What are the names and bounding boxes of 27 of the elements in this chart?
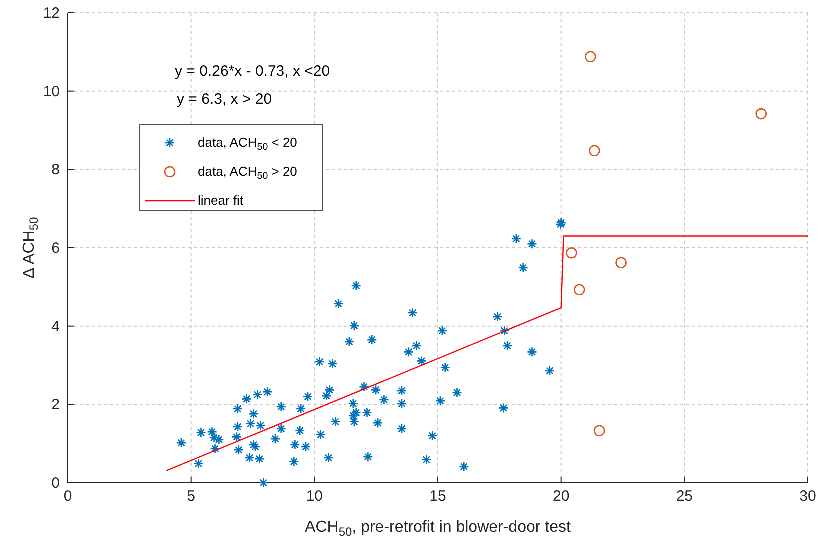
- legend-label: linear fit: [198, 193, 244, 208]
- y-tick-label: 12: [43, 5, 60, 22]
- point: [588, 145, 600, 157]
- y-tick-label: 6: [52, 240, 60, 257]
- x-tick-label: 15: [430, 488, 446, 505]
- x-tick-label: 20: [552, 488, 570, 505]
- point: [616, 257, 627, 269]
- annotation: y = 0.26*x - 0.73, x <20: [175, 63, 330, 80]
- x-tick-label: 0: [64, 488, 72, 505]
- x-tick-label: 5: [187, 488, 196, 505]
- y-tick-label: 10: [43, 83, 60, 100]
- legend-label: data, ACH$_{50}$ < 20: [198, 135, 298, 153]
- point: [585, 51, 596, 63]
- point: [756, 108, 768, 120]
- y-tick-label: 2: [52, 396, 60, 414]
- y-tick-label: 0: [52, 475, 60, 492]
- x-tick-label: 25: [676, 488, 694, 505]
- point: [574, 284, 586, 296]
- point: [566, 247, 578, 259]
- x-tick-label: 10: [306, 488, 324, 505]
- x-axis-title: ACH$_{50}$, pre-retrofit in blower-door test: [305, 519, 572, 539]
- x-tick-label: 30: [800, 488, 816, 505]
- y-tick-label: 4: [52, 318, 60, 336]
- annotation: y = 6.3, x > 20: [177, 91, 272, 108]
- legend-label: data, ACH$_{50}$ > 20: [198, 164, 298, 182]
- point: [594, 425, 606, 437]
- y-tick-label: 8: [52, 162, 60, 179]
